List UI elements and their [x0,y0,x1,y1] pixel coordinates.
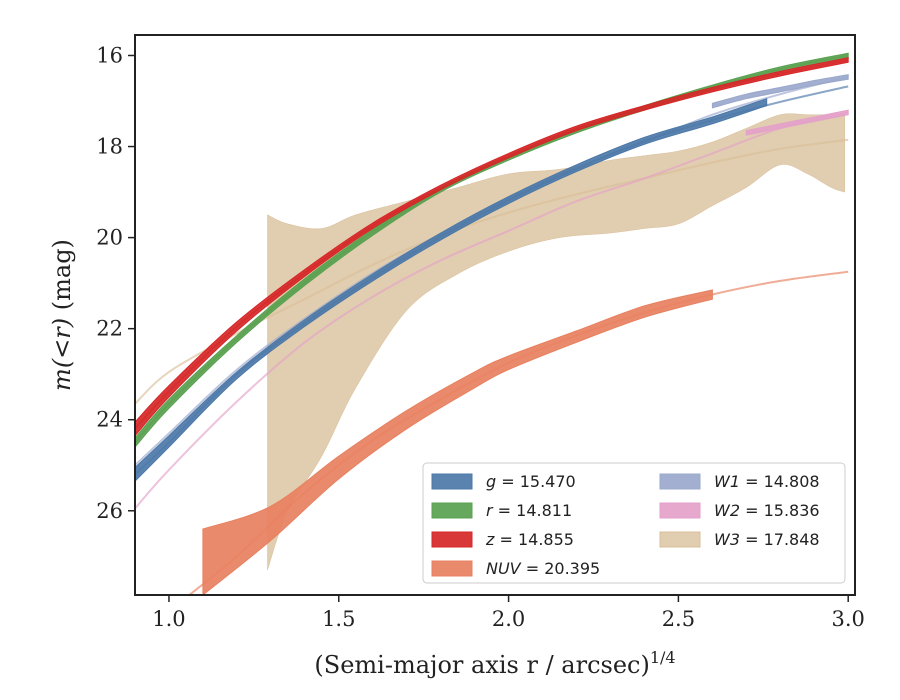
legend-band-name: g [486,472,496,491]
legend-band-value: = 15.836 [740,501,820,520]
legend-band-name: W3 [714,530,740,549]
x-tick-label: 3.0 [832,607,865,631]
legend-band-value: = 20.395 [521,559,601,578]
legend-label-nuv: NUV = 20.395 [486,559,600,578]
x-tick-label: 1.5 [322,607,355,631]
series-w3-band [267,113,846,571]
legend-band-value: = 15.470 [496,472,576,491]
lines-layer [135,52,849,595]
series-w2-band [745,109,849,136]
legend-swatch-w2 [659,502,701,519]
legend-band-name: r [486,501,494,520]
legend-swatch-nuv [431,560,473,577]
legend-label-z: z = 14.855 [485,530,574,549]
legend-swatch-r [431,502,473,519]
legend-swatch-g [431,473,473,490]
plot-frame [134,34,856,596]
legend-frame [422,462,846,584]
x-tick-label: 2.0 [492,607,525,631]
legend-swatch-z [431,531,473,548]
series-w3-line [135,138,849,405]
legend-label-w2: W2 = 15.836 [714,501,820,520]
x-axis-label-exponent: 1/4 [650,648,676,667]
x-axis-label: (Semi-major axis r / arcsec)1/4 [314,648,675,679]
legend-band-value: = 14.811 [493,501,573,520]
legend-band-value: = 17.848 [740,530,820,549]
legend-swatch-w3 [659,531,701,548]
bands-layer [267,113,846,571]
y-tick-label: 24 [96,408,123,432]
legend-label-g: g = 15.470 [486,472,576,491]
legend-band-value: = 14.855 [494,530,574,549]
legend-band-name: NUV [486,559,522,578]
y-axis: 16 18 20 22 24 26 [96,43,135,523]
series-g-band [135,98,768,482]
y-tick-label: 16 [96,43,123,67]
x-axis: 1.0 1.5 2.0 2.5 3.0 [152,595,865,631]
y-tick-label: 18 [96,135,123,159]
series-z-band [135,57,849,437]
legend-band-name: W2 [714,501,740,520]
x-tick-label: 1.0 [152,607,185,631]
y-tick-label: 22 [96,317,123,341]
series-w2-line [135,111,849,510]
y-tick-label: 26 [96,499,123,523]
legend-swatch-w1 [659,473,701,490]
x-axis-label-text: (Semi-major axis r / arcsec) [314,651,649,679]
legend-label-w1: W1 = 14.808 [714,472,820,491]
legend-band-name: z [485,530,495,549]
y-tick-label: 20 [96,226,123,250]
series-w1-band [711,74,849,109]
series-nuv-band [202,289,713,595]
legend-label-w3: W3 = 17.848 [714,530,820,549]
legend-label-r: r = 14.811 [486,501,572,520]
y-axis-label: m(<r) (mag) [48,239,76,391]
legend-band-value: = 14.808 [740,472,820,491]
x-tick-label: 2.5 [662,607,695,631]
legend-band-name: W1 [714,472,740,491]
y-axis-label-unit: (mag) [48,239,76,318]
y-axis-label-math: m(<r) [48,318,76,391]
